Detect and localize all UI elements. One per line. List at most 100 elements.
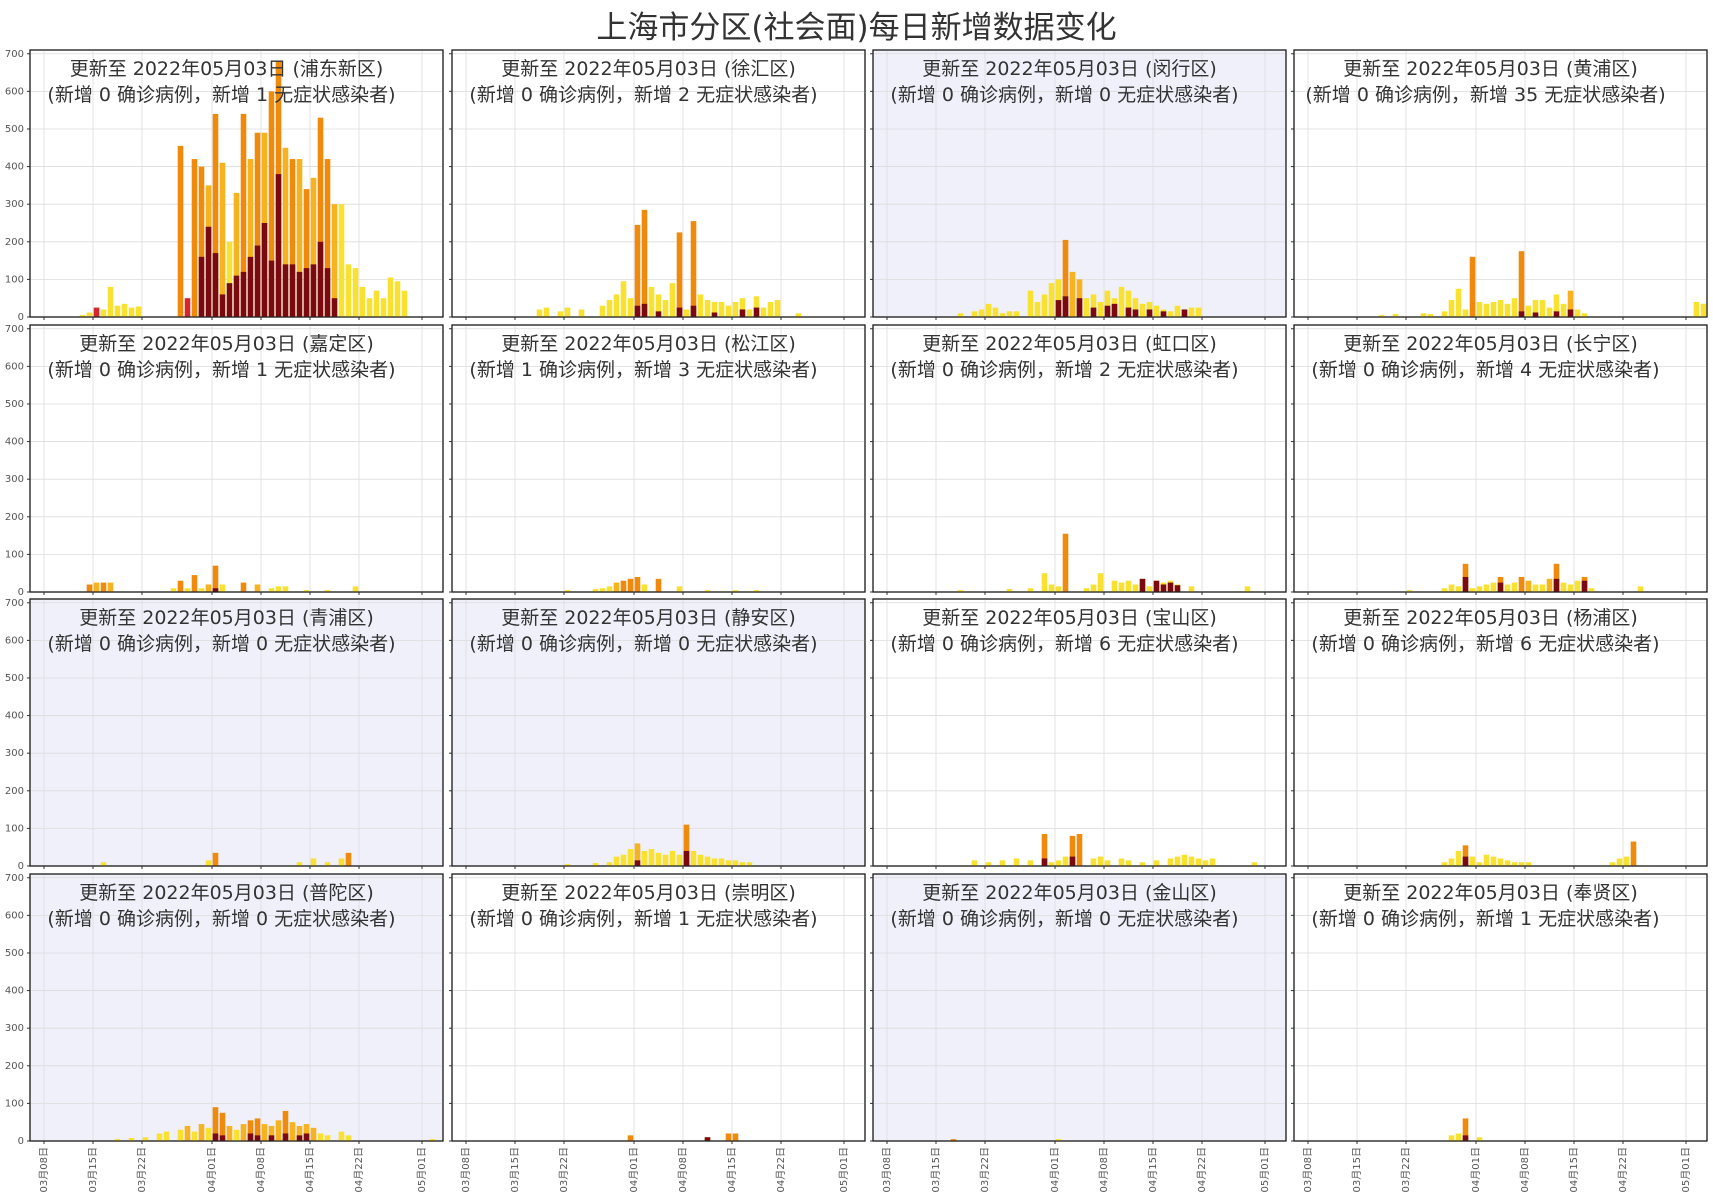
bar-04-13 (296, 862, 303, 866)
bar-04-05 (1504, 584, 1511, 592)
bar-04-22 (1202, 860, 1209, 866)
bar-04-17 (324, 1135, 331, 1141)
bar-04-10 (1118, 582, 1125, 592)
panel-border (451, 873, 866, 1142)
bar-04-07 (1518, 576, 1525, 592)
dark-bar-04-04 (1497, 582, 1504, 592)
panel-subtitle: (新增 0 确诊病例，新增 35 无症状感染者) (1305, 84, 1665, 106)
bar-03-25 (1006, 588, 1013, 592)
panel-frame (872, 49, 1287, 318)
bar-03-24 (578, 309, 585, 317)
bar-03-22 (1406, 590, 1413, 592)
bar-03-28 (1027, 860, 1034, 866)
bar-04-10 (275, 1120, 282, 1141)
bar-03-28 (606, 300, 613, 317)
bar-05-02 (429, 1139, 436, 1141)
dark-bar-04-16 (1160, 311, 1167, 317)
bar-03-30 (1041, 834, 1048, 866)
x-tick-label: 04月01日 (1049, 1147, 1061, 1192)
x-tick-label: 03月15日 (87, 1147, 99, 1192)
bar-04-09 (690, 850, 697, 866)
bar-04-13 (1560, 582, 1567, 592)
bar-04-16 (739, 298, 746, 317)
dark-bar-04-18 (1174, 585, 1181, 592)
bar-03-29 (613, 294, 620, 317)
dark-bar-04-04 (655, 311, 662, 317)
bar-03-31 (1469, 256, 1476, 317)
panel-title: 更新至 2022年05月03日 (徐汇区) (501, 58, 796, 80)
bar-04-11 (1125, 290, 1132, 317)
bar-04-15 (732, 590, 739, 592)
bar-04-02 (1483, 854, 1490, 866)
x-tick-label: 05月01日 (1259, 1147, 1271, 1192)
bar-04-20 (1609, 862, 1616, 866)
panel-border (451, 324, 866, 593)
panel-border (1293, 324, 1708, 593)
dark-bar-04-12 (289, 264, 296, 317)
bar-04-08 (683, 824, 690, 866)
dark-bar-04-13 (296, 1135, 303, 1141)
bar-04-11 (1546, 307, 1553, 317)
panel-subtitle: (新增 0 确诊病例，新增 0 无症状感染者) (469, 633, 817, 655)
y-tick-label: 300 (5, 199, 24, 210)
bar-04-12 (1132, 298, 1139, 317)
bar-04-02 (1483, 303, 1490, 317)
bar-04-05 (1504, 860, 1511, 866)
panel-0: 0 100 200 300 400 500 600 700 更新至 2022年05月03日 (浦… (5, 49, 444, 323)
bar-04-19 (338, 204, 345, 317)
x-tick-label: 03月22日 (1400, 1147, 1412, 1192)
dark-bar-04-01 (1055, 300, 1062, 317)
bar-04-15 (732, 301, 739, 317)
bar-03-29 (613, 582, 620, 592)
bar-04-08 (1525, 580, 1532, 592)
y-tick-label: 200 (5, 786, 24, 797)
dark-bar-04-07 (1518, 311, 1525, 317)
x-tick-label: 05月01日 (416, 1147, 428, 1192)
panel-10: 更新至 2022年05月03日 (宝山区) (新增 0 确诊病例，新增 6 无症状… (870, 598, 1287, 869)
bar-03-15 (93, 582, 100, 592)
dark-bar-04-15 (310, 264, 317, 317)
dark-bar-04-01 (212, 1133, 219, 1141)
bar-04-04 (655, 578, 662, 592)
dark-bar-04-08 (683, 850, 690, 866)
dark-bar-04-04 (1076, 298, 1083, 317)
dark-bar-04-12 (711, 312, 718, 317)
bar-03-21 (557, 311, 564, 317)
bar-03-28 (1448, 300, 1455, 317)
bar-04-16 (1581, 313, 1588, 317)
panel-border (29, 49, 444, 318)
bar-04-20 (345, 264, 352, 317)
bar-04-20 (1188, 856, 1195, 866)
bar-03-28 (1027, 588, 1034, 592)
bar-04-28 (401, 290, 408, 317)
y-tick-label: 200 (5, 237, 24, 248)
bar-04-03 (1490, 301, 1497, 317)
bar-04-07 (254, 584, 261, 592)
bar-04-10 (697, 854, 704, 866)
bar-04-01 (1476, 862, 1483, 866)
x-tick-label: 04月22日 (1617, 1147, 1629, 1192)
panel-title: 更新至 2022年05月03日 (崇明区) (501, 882, 796, 904)
dark-bar-04-18 (331, 298, 338, 317)
panel-subtitle: (新增 0 确诊病例，新增 1 无症状感染者) (469, 908, 817, 930)
bar-03-30 (620, 281, 627, 317)
bar-04-18 (1174, 305, 1181, 317)
y-tick-label: 300 (5, 474, 24, 485)
bar-03-25 (163, 1131, 170, 1141)
bar-03-28 (1448, 858, 1455, 866)
bar-04-07 (1518, 251, 1525, 317)
x-tick-label: 03月22日 (136, 1147, 148, 1192)
bar-03-27 (177, 145, 184, 317)
bar-03-19 (121, 303, 128, 317)
bar-05-03 (1700, 303, 1707, 317)
x-tick-label: 03月15日 (930, 1147, 942, 1192)
bar-04-02 (1062, 856, 1069, 866)
bar-03-31 (205, 860, 212, 866)
dark-bar-04-14 (303, 1133, 310, 1141)
panel-14: 03月08日 03月15日 03月22日 04月01日 04月08日 04月15日 04月2… (870, 873, 1287, 1192)
bar-03-31 (1048, 862, 1055, 866)
bar-03-31 (1469, 588, 1476, 592)
bar-03-18 (114, 305, 121, 317)
x-tick-label: 04月08日 (1519, 1147, 1531, 1192)
